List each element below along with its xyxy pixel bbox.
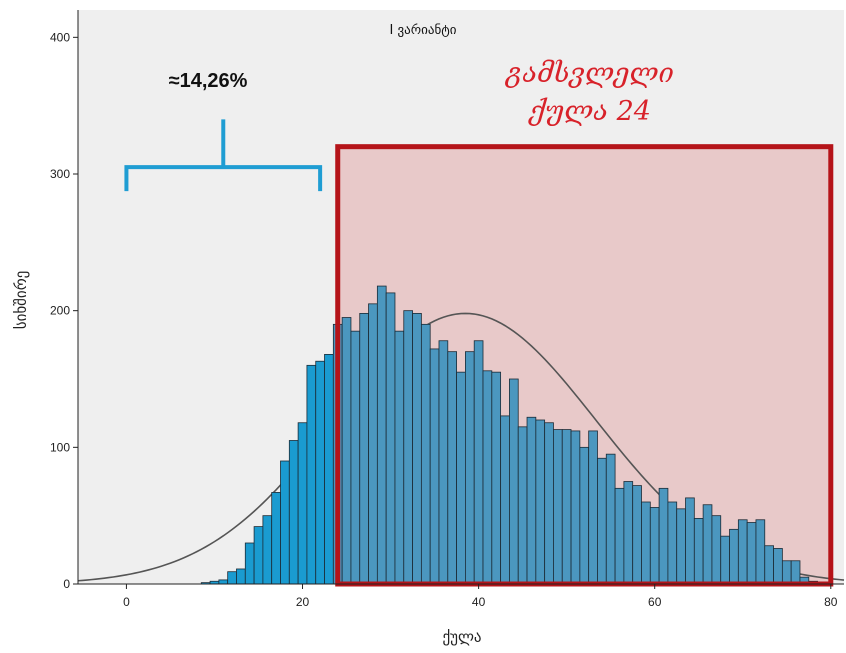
histogram-bar (297, 422, 308, 585)
histogram-bar (526, 416, 537, 585)
histogram-bar (236, 568, 246, 585)
histogram-bar (429, 348, 440, 585)
histogram-bar (491, 371, 502, 585)
histogram-bar (385, 292, 396, 585)
histogram-bar (535, 419, 546, 585)
histogram-bar (456, 371, 466, 585)
histogram-bar (579, 446, 590, 585)
histogram-bar (517, 426, 528, 585)
histogram-bar (376, 285, 387, 585)
histogram-bar (641, 501, 651, 585)
histogram-bar (764, 545, 774, 585)
pass-label-line2: ქულა 24 (528, 96, 651, 127)
histogram-bar (315, 360, 325, 585)
histogram-bar (755, 519, 766, 585)
histogram-bar (553, 429, 563, 585)
x-tick-label: 60 (648, 595, 662, 609)
histogram-bar (500, 415, 510, 585)
y-tick-label: 300 (50, 167, 70, 181)
x-tick-label: 0 (123, 595, 130, 609)
histogram-bar (280, 460, 290, 585)
histogram-bar (737, 519, 748, 585)
x-tick-label: 20 (296, 595, 310, 609)
histogram-bar (324, 353, 334, 585)
histogram-bar (359, 312, 369, 585)
y-tick-label: 400 (50, 30, 70, 44)
histogram-bar (614, 487, 625, 585)
histogram-bar (403, 310, 413, 585)
percentage-bracket (124, 119, 323, 192)
histogram-bar (597, 457, 607, 585)
histogram-bar (685, 497, 695, 585)
histogram-bar (676, 508, 686, 585)
histogram-bar (341, 317, 352, 585)
y-axis-title: სიხშირე (12, 271, 30, 330)
histogram-bar (420, 323, 431, 585)
histogram-bar (561, 429, 572, 585)
bracket-label: ≈14,26% (169, 70, 248, 92)
histogram-bar (605, 453, 616, 585)
x-tick-label: 40 (472, 595, 486, 609)
x-tick-label: 80 (824, 595, 838, 609)
histogram-bar (482, 370, 493, 585)
histogram-bar (473, 340, 484, 585)
histogram-bar (781, 560, 792, 585)
y-tick-label: 200 (50, 304, 70, 318)
histogram-bar (288, 440, 299, 585)
histogram-bar (773, 548, 783, 585)
histogram-bar (271, 492, 281, 585)
chart-title: I ვარიანტი (390, 23, 457, 38)
histogram-bar (509, 378, 519, 585)
histogram-bar (711, 515, 722, 585)
histogram-bar (227, 571, 237, 585)
histogram-bar (632, 485, 642, 585)
histogram-bar (412, 312, 422, 585)
histogram-bar (218, 579, 229, 585)
pass-label-line1: გამსვლელი (504, 58, 674, 89)
histogram-bar (720, 535, 730, 585)
histogram-bar (544, 422, 554, 585)
x-axis-title: ქულა (442, 628, 481, 646)
y-tick-label: 0 (63, 577, 70, 591)
histogram-bar (693, 518, 704, 585)
histogram-bar (465, 351, 475, 585)
histogram-bar (394, 330, 405, 585)
histogram-bar (253, 526, 264, 585)
histogram-bar (244, 542, 255, 585)
histogram-bar (702, 504, 713, 585)
histogram-bar (447, 351, 457, 585)
y-tick-label: 100 (50, 440, 70, 454)
histogram-bar (438, 340, 449, 585)
histogram-bar (790, 560, 801, 585)
histogram-bar (306, 364, 317, 585)
histogram-bar (262, 515, 273, 585)
histogram-bar (729, 528, 739, 585)
histogram-bar (623, 481, 634, 585)
histogram-bar (667, 501, 678, 585)
histogram-bar (746, 522, 757, 585)
histogram-bar (570, 430, 581, 585)
histogram-bar (588, 430, 598, 585)
histogram-bar (658, 487, 669, 585)
histogram-bar (649, 507, 660, 585)
histogram-bar (368, 303, 378, 585)
histogram-bar (350, 330, 361, 585)
